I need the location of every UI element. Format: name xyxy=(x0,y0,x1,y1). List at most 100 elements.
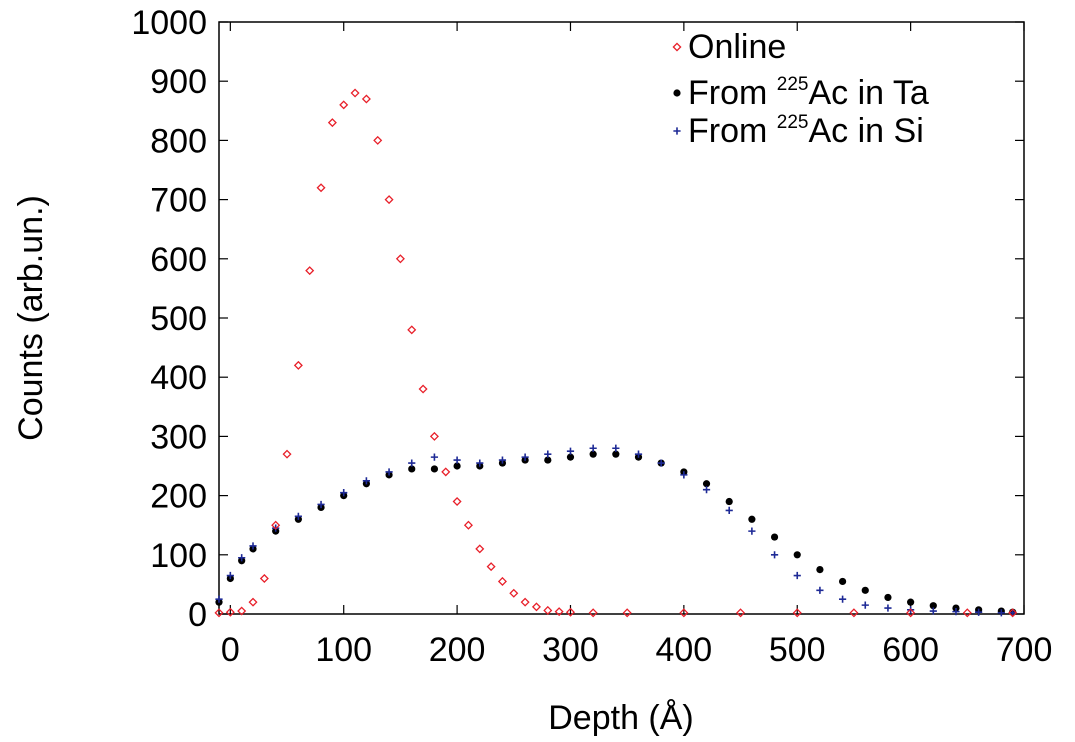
data-point xyxy=(237,606,247,616)
data-point xyxy=(884,593,892,602)
legend-entry-label: From 225Ac in Ta xyxy=(688,74,929,112)
data-point xyxy=(271,520,281,530)
x-tick-label: 500 xyxy=(769,631,826,669)
data-point xyxy=(340,489,348,497)
data-point xyxy=(748,527,756,535)
y-tick-label: 300 xyxy=(150,418,207,456)
data-point xyxy=(497,576,507,586)
data-point xyxy=(225,607,235,617)
data-point xyxy=(702,486,711,494)
data-point xyxy=(793,551,801,559)
data-point xyxy=(566,447,575,455)
y-tick-label: 400 xyxy=(150,359,207,397)
data-point xyxy=(248,597,258,607)
x-tick-label: 300 xyxy=(542,631,599,669)
data-point xyxy=(543,605,553,615)
data-point xyxy=(793,571,801,580)
data-point xyxy=(316,183,326,193)
y-tick-label: 1000 xyxy=(131,4,207,42)
data-point xyxy=(816,566,824,574)
data-point xyxy=(612,450,620,458)
data-point xyxy=(249,542,257,550)
data-point xyxy=(588,608,598,618)
x-tick-label: 0 xyxy=(221,631,240,669)
data-point xyxy=(679,608,689,618)
data-point xyxy=(566,453,575,461)
data-point xyxy=(339,100,349,110)
y-tick-label: 800 xyxy=(150,122,207,160)
data-point xyxy=(385,468,393,476)
x-tick-label: 400 xyxy=(655,631,712,669)
data-point xyxy=(327,118,337,128)
legend-marker xyxy=(673,89,681,97)
data-point xyxy=(736,608,746,618)
data-point xyxy=(441,467,451,477)
y-tick-label: 200 xyxy=(150,478,207,516)
data-point xyxy=(975,608,983,616)
data-point xyxy=(362,477,370,485)
data-point xyxy=(907,598,915,606)
data-point xyxy=(475,544,485,554)
data-point xyxy=(305,266,315,276)
x-axis-title: Depth (Å) xyxy=(548,699,694,737)
data-point xyxy=(770,551,779,559)
data-point xyxy=(884,604,892,612)
data-point xyxy=(725,497,733,506)
data-point xyxy=(294,512,302,520)
data-point xyxy=(453,456,461,464)
data-point xyxy=(384,195,394,205)
data-point xyxy=(997,609,1005,617)
data-point xyxy=(498,456,507,464)
data-point xyxy=(1009,609,1017,617)
series-0 xyxy=(214,88,1018,618)
y-tick-label: 600 xyxy=(150,241,207,279)
data-point xyxy=(554,607,564,617)
data-point xyxy=(748,515,756,523)
legend-entry-label: From 225Ac in Si xyxy=(688,112,924,150)
x-tick-label: 600 xyxy=(882,631,939,669)
data-point xyxy=(702,480,711,488)
data-point xyxy=(293,360,303,370)
data-point xyxy=(531,602,541,612)
x-tick-label: 100 xyxy=(315,631,372,669)
legend-marker xyxy=(672,42,682,52)
data-point xyxy=(792,608,802,618)
data-point xyxy=(589,444,597,452)
series-1 xyxy=(215,450,1017,616)
data-point xyxy=(361,94,371,104)
data-point xyxy=(680,471,688,479)
data-point xyxy=(430,465,439,473)
data-marks xyxy=(214,88,1018,618)
y-tick-label: 500 xyxy=(150,300,207,338)
y-tick-label: 700 xyxy=(150,182,207,220)
data-point xyxy=(520,597,530,607)
data-point xyxy=(565,607,575,617)
data-point xyxy=(544,450,552,458)
data-point xyxy=(476,459,484,467)
data-point xyxy=(962,608,972,618)
data-point xyxy=(214,608,224,618)
data-point xyxy=(861,586,869,594)
data-point xyxy=(282,449,292,459)
data-point xyxy=(622,608,632,618)
data-point xyxy=(317,500,325,509)
data-point xyxy=(1008,608,1018,618)
data-point xyxy=(373,135,383,145)
data-point xyxy=(429,431,439,441)
legend-marker xyxy=(673,127,681,135)
data-point xyxy=(725,506,733,514)
data-point xyxy=(395,254,405,264)
data-point xyxy=(350,88,360,98)
data-point xyxy=(418,384,428,394)
x-tick-label: 200 xyxy=(429,631,486,669)
data-point xyxy=(770,533,779,541)
data-point xyxy=(453,462,461,470)
series-2 xyxy=(215,444,1017,617)
data-point xyxy=(929,607,937,615)
data-point xyxy=(816,586,824,594)
data-point xyxy=(430,453,439,461)
y-tick-labels: 0 100 200 300 400 500 600 700 800 900 1000 xyxy=(131,4,207,634)
data-point xyxy=(407,325,417,335)
